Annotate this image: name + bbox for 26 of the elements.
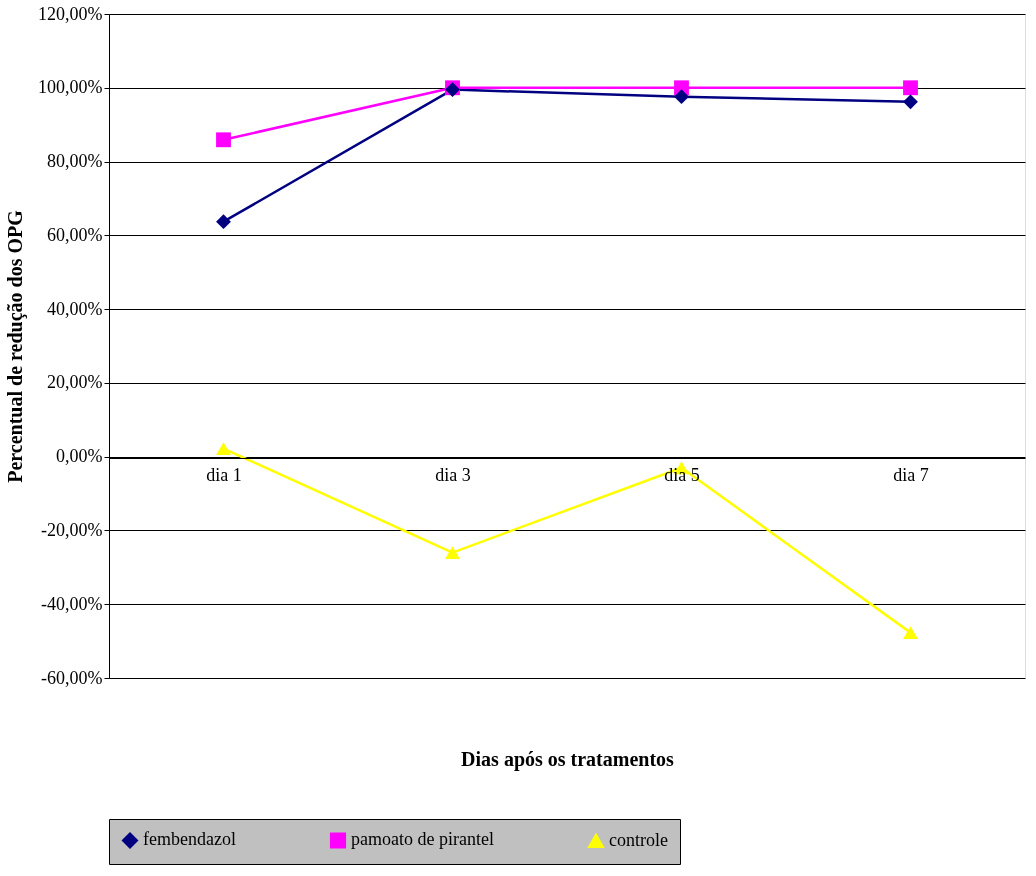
point — [445, 546, 460, 559]
y-tick-label: 0,00% — [56, 446, 103, 467]
y-tick-label: 120,00% — [38, 3, 103, 24]
y-axis-title: Percentual de redução dos OPG — [4, 209, 28, 483]
legend-label: controle — [609, 829, 668, 850]
y-tick-label: 60,00% — [47, 224, 103, 245]
point — [674, 89, 689, 105]
point — [216, 442, 231, 455]
y-tick-label: -20,00% — [41, 519, 103, 540]
y-tick-label: 80,00% — [47, 151, 103, 172]
x-tick-label: dia 1 — [206, 464, 242, 485]
y-tick-label: -60,00% — [41, 667, 103, 688]
y-tick-label: -40,00% — [41, 593, 103, 614]
point — [903, 626, 918, 640]
point — [216, 132, 231, 148]
legend-label: fembendazol — [143, 829, 236, 850]
x-axis-title: Dias após os tratamentos — [461, 747, 675, 771]
point — [903, 80, 918, 96]
y-tick-label: 40,00% — [47, 298, 103, 319]
x-tick-label: dia 3 — [435, 464, 471, 485]
point — [903, 94, 918, 110]
x-tick-label: dia 7 — [893, 464, 929, 485]
legend-label: pamoato de pirantel — [351, 829, 494, 850]
y-tick-label: 100,00% — [38, 77, 103, 98]
y-tick-label: 20,00% — [47, 372, 103, 393]
point — [216, 214, 231, 230]
